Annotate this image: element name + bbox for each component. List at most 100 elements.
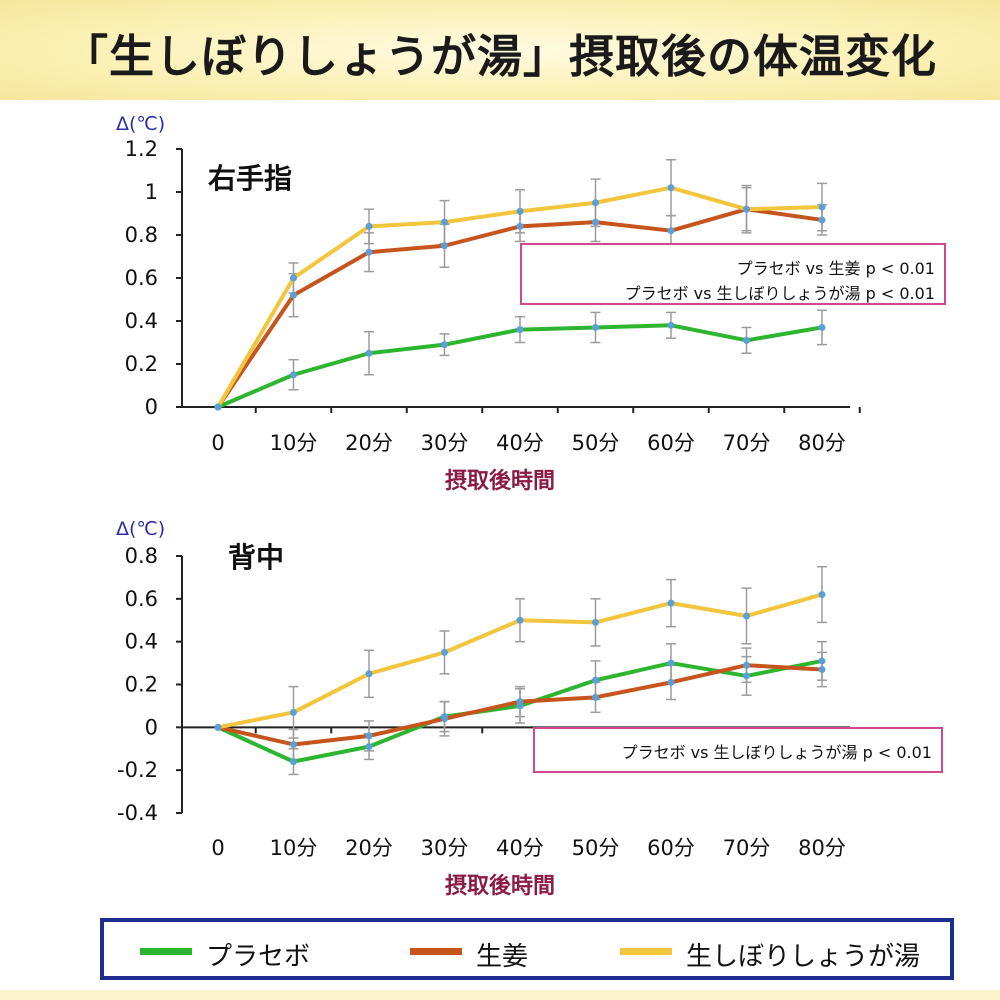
legend-swatch-ginger <box>410 948 462 955</box>
data-point-drink <box>214 403 222 411</box>
x-tick-label: 70分 <box>723 836 771 860</box>
data-point-ginger <box>516 222 524 230</box>
data-point-drink <box>290 274 297 282</box>
data-point-ginger <box>365 248 373 256</box>
x-axis-label: 摂取後時間 <box>445 873 555 899</box>
data-point-ginger <box>818 216 826 224</box>
legend-label-ginger: 生姜 <box>476 942 529 972</box>
y-tick-label: 0.6 <box>125 266 158 290</box>
data-point-placebo <box>592 676 599 684</box>
x-tick-label: 10分 <box>270 431 318 455</box>
data-point-drink <box>818 591 826 599</box>
data-point-placebo <box>818 323 826 331</box>
significance-box <box>533 727 943 773</box>
x-tick-label: 10分 <box>270 836 318 860</box>
y-tick-label: 1 <box>145 180 158 204</box>
significance-box <box>520 243 946 305</box>
data-point-ginger <box>516 698 524 706</box>
data-point-drink <box>441 218 448 226</box>
y-tick-label: -0.2 <box>117 758 158 782</box>
y-tick-label: -0.4 <box>117 801 158 825</box>
chart-right-finger: Δ(℃) 0 0.2 0.4 0.6 0.8 1 1.2 0 10分 20分 30分 40分 50分 60分… <box>116 113 946 494</box>
footer-band <box>0 990 1000 1000</box>
legend-swatch-placebo <box>140 948 192 955</box>
data-point-ginger <box>818 666 826 674</box>
x-tick-label: 60分 <box>647 836 695 860</box>
data-point-drink <box>365 222 373 230</box>
y-tick-label: 0.6 <box>125 587 158 611</box>
data-point-drink <box>667 184 675 192</box>
y-tick-label: 0.2 <box>125 352 158 376</box>
data-point-placebo <box>743 336 750 344</box>
significance-note: プラセボ vs 生しぼりしょうが湯 p < 0.01 <box>625 284 935 303</box>
data-point-placebo <box>743 672 750 680</box>
legend-label-drink: 生しぼりしょうが湯 <box>686 942 921 972</box>
y-tick-label: 0.4 <box>125 309 158 333</box>
x-tick-label: 50分 <box>572 431 620 455</box>
data-point-drink <box>214 723 222 731</box>
data-point-drink <box>818 203 826 211</box>
page-title: 「生しぼりしょうが湯」摂取後の体温変化 <box>62 30 937 83</box>
significance-note: プラセボ vs 生姜 p < 0.01 <box>737 259 935 278</box>
legend-label-placebo: プラセボ <box>206 942 311 972</box>
data-point-drink <box>516 616 524 624</box>
y-tick-label: 0.4 <box>125 630 158 654</box>
x-tick-label: 0 <box>211 836 224 860</box>
panel-title: 右手指 <box>208 162 292 195</box>
data-point-ginger <box>441 242 448 250</box>
panel-title: 背中 <box>228 541 284 574</box>
data-point-drink <box>667 599 675 607</box>
x-tick-label: 70分 <box>723 431 771 455</box>
data-point-placebo <box>290 371 297 379</box>
data-point-ginger <box>667 678 675 686</box>
data-point-ginger <box>290 740 297 748</box>
header-banner: 「生しぼりしょうが湯」摂取後の体温変化 <box>0 0 1000 100</box>
data-point-drink <box>516 207 524 215</box>
data-point-placebo <box>667 659 675 667</box>
x-tick-label: 40分 <box>496 836 544 860</box>
x-tick-label: 50分 <box>572 836 620 860</box>
data-point-placebo <box>290 758 297 766</box>
data-point-ginger <box>592 218 599 226</box>
data-point-drink <box>441 648 448 656</box>
x-tick-label: 0 <box>211 431 224 455</box>
data-point-placebo <box>667 321 675 329</box>
data-point-drink <box>592 199 599 207</box>
x-tick-label: 60分 <box>647 431 695 455</box>
data-point-placebo <box>592 323 599 331</box>
data-point-drink <box>743 205 750 213</box>
y-axis-label: Δ(℃) <box>116 113 165 135</box>
data-point-placebo <box>365 349 373 357</box>
x-axis-label: 摂取後時間 <box>445 468 555 494</box>
x-tick-label: 80分 <box>798 836 846 860</box>
x-tick-label: 30分 <box>421 836 469 860</box>
y-tick-label: 0.2 <box>125 673 158 697</box>
legend-swatch-drink <box>620 948 672 955</box>
data-point-placebo <box>365 743 373 751</box>
data-point-drink <box>743 612 750 620</box>
y-tick-label: 0 <box>145 395 158 419</box>
y-tick-label: 0.8 <box>125 223 158 247</box>
y-tick-label: 0 <box>145 715 158 739</box>
x-tick-label: 40分 <box>496 431 544 455</box>
data-point-ginger <box>667 227 675 235</box>
y-tick-label: 0.8 <box>125 544 158 568</box>
significance-note: プラセボ vs 生しぼりしょうが湯 p < 0.01 <box>622 743 932 762</box>
legend: プラセボ 生姜 生しぼりしょうが湯 <box>100 918 954 980</box>
x-tick-label: 80分 <box>798 431 846 455</box>
data-point-ginger <box>592 693 599 701</box>
data-point-ginger <box>290 291 297 299</box>
data-point-placebo <box>818 657 826 665</box>
data-point-placebo <box>441 341 448 349</box>
x-tick-label: 30分 <box>421 431 469 455</box>
y-axis-label: Δ(℃) <box>116 518 165 540</box>
data-point-ginger <box>365 732 373 740</box>
chart-back: Δ(℃) -0.4 -0.2 0 0.2 0.4 0.6 0.8 0 10分 20分 30分 40分 50… <box>116 518 943 899</box>
data-point-ginger <box>743 661 750 669</box>
data-point-drink <box>290 708 297 716</box>
data-point-placebo <box>516 326 524 334</box>
y-tick-label: 1.2 <box>125 137 158 161</box>
data-point-drink <box>365 670 373 678</box>
x-tick-label: 20分 <box>345 836 393 860</box>
data-point-drink <box>592 618 599 626</box>
